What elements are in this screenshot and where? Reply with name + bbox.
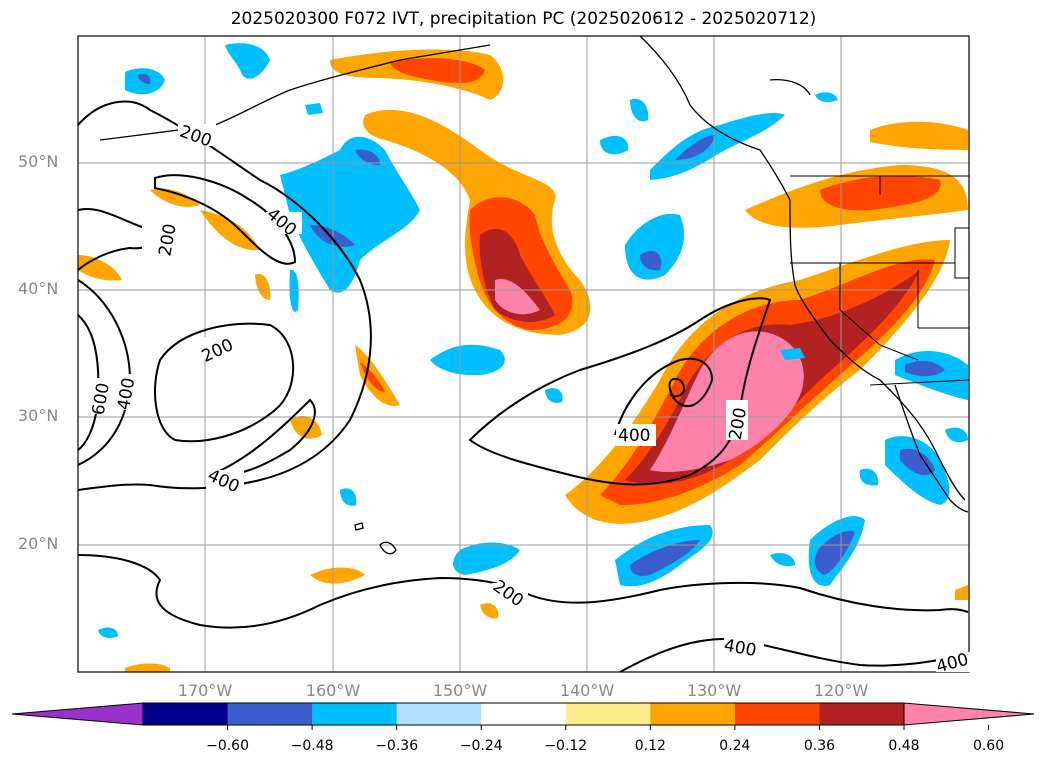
neg-17	[340, 488, 357, 506]
neg-11b	[900, 448, 935, 476]
upper-right-band	[870, 121, 968, 150]
neg-23	[305, 103, 323, 115]
colorbar-cell	[650, 703, 736, 725]
neg-19	[98, 627, 118, 638]
contour-200-ar	[468, 297, 772, 486]
political-borders	[790, 175, 969, 386]
colorbar-cell	[819, 703, 905, 725]
neg-3b	[138, 74, 151, 84]
colorbar-cell	[227, 703, 313, 725]
contour-400-south	[619, 638, 969, 672]
small-pos-1	[150, 188, 200, 207]
colorbar-tick-label: 0.12	[634, 738, 666, 754]
lat-label: 20°N	[18, 534, 59, 553]
colorbar-extend-low	[11, 702, 144, 726]
contour-200-west	[78, 100, 372, 491]
neg-2	[225, 43, 270, 79]
small-pos-5	[355, 345, 400, 406]
neg-6b	[640, 250, 662, 271]
positive-shading	[78, 49, 968, 672]
lat-label: 50°N	[18, 152, 59, 171]
graticule	[78, 36, 969, 672]
neg-21	[630, 98, 649, 122]
neg-18	[289, 269, 299, 312]
colorbar-cell	[565, 703, 651, 725]
neg-4	[600, 135, 629, 155]
neg-12b	[905, 360, 945, 377]
ivt-contours	[78, 100, 969, 672]
neg-7	[430, 344, 505, 376]
neg-8	[453, 542, 520, 575]
contour-label: 400	[618, 426, 650, 446]
small-pos-3	[255, 274, 271, 300]
neg-22	[815, 92, 838, 103]
colorbar-tick-label: 0.48	[888, 738, 920, 754]
colorbar-cell	[143, 703, 229, 725]
neg-13	[859, 468, 879, 486]
colorbar-tick-label: −0.12	[544, 738, 588, 754]
small-pos-7	[310, 567, 365, 584]
map-frame	[77, 35, 970, 673]
colorbar-tick-label: 0.60	[972, 738, 1005, 754]
small-pos-10	[955, 585, 968, 600]
neg-20	[770, 553, 795, 567]
neg-9b	[630, 540, 700, 576]
colorbar-tick-label: −0.48	[290, 738, 334, 754]
colorbar-cell	[312, 703, 398, 725]
colorbar-cell	[396, 703, 482, 725]
plume-pink	[495, 279, 540, 315]
small-pos-2	[200, 210, 260, 251]
small-pos-5r	[360, 362, 385, 392]
colorbar-ticks	[227, 725, 990, 730]
top-band-red	[390, 58, 485, 83]
neg-6	[625, 213, 685, 280]
colorbar-tick-label: −0.36	[375, 738, 419, 754]
colorbar-tick-label: −0.24	[459, 738, 503, 754]
negative-shading	[98, 43, 968, 638]
small-pos-8	[480, 603, 499, 619]
contour-400-ar	[614, 357, 714, 436]
lon-label: 150°W	[432, 681, 488, 700]
neg-15	[780, 348, 805, 360]
colorbar-cell	[734, 703, 820, 725]
lon-label: 120°W	[813, 681, 869, 700]
neg-16	[545, 388, 563, 403]
contour-400-west	[154, 174, 297, 265]
neg-14	[945, 427, 968, 443]
small-pos-9	[125, 663, 170, 672]
neg-1c	[355, 149, 380, 165]
lon-label: 160°W	[305, 681, 361, 700]
neg-5b	[675, 135, 715, 160]
colorbar-cell	[481, 703, 567, 725]
neg-1	[280, 136, 420, 293]
lat-label: 40°N	[18, 279, 59, 298]
colorbar-extend-high	[903, 702, 1035, 726]
colorbar	[11, 702, 1035, 730]
lon-label: 130°W	[686, 681, 742, 700]
contour-200-south	[78, 554, 969, 629]
colorbar-tick-label: 0.36	[803, 738, 836, 754]
colorbar-cells	[143, 703, 905, 725]
neg-10b	[814, 530, 855, 575]
contour-200-inner	[154, 322, 295, 443]
contour-400-low	[209, 398, 316, 477]
colorbar-frame	[142, 702, 905, 726]
colorbar-tick-label: 0.24	[719, 738, 751, 754]
lat-label: 30°N	[18, 406, 59, 425]
map-title: 2025020300 F072 IVT, precipitation PC (2…	[230, 9, 817, 29]
lon-label: 170°W	[177, 681, 233, 700]
colorbar-tick-label: −0.60	[206, 738, 249, 754]
lon-label: 140°W	[559, 681, 615, 700]
